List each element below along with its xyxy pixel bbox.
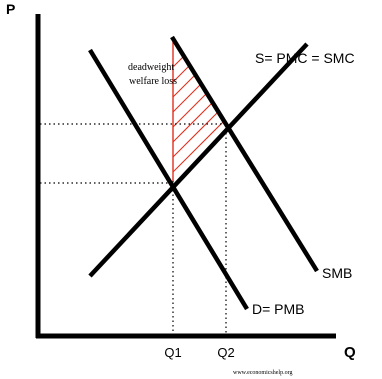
guide-lines xyxy=(40,123,227,334)
deadweight-label-line1: deadweight xyxy=(128,62,174,73)
smb-label: SMB xyxy=(322,265,352,281)
deadweight-loss-area xyxy=(172,40,227,181)
demand-pmb-curve xyxy=(88,48,249,311)
q2-label: Q2 xyxy=(217,345,234,360)
axes xyxy=(35,14,336,339)
demand-smb-curve xyxy=(170,35,319,273)
supply-curve xyxy=(88,42,309,278)
x-axis-label: Q xyxy=(344,344,356,361)
demand-label: D= PMB xyxy=(252,301,305,317)
q1-label: Q1 xyxy=(164,345,181,360)
deadweight-label-line2: welfare loss xyxy=(129,76,177,87)
y-axis-label: P xyxy=(6,1,15,17)
source-credit: www.economicshelp.org xyxy=(233,370,293,376)
supply-label: S= PMC = SMC xyxy=(255,50,355,66)
